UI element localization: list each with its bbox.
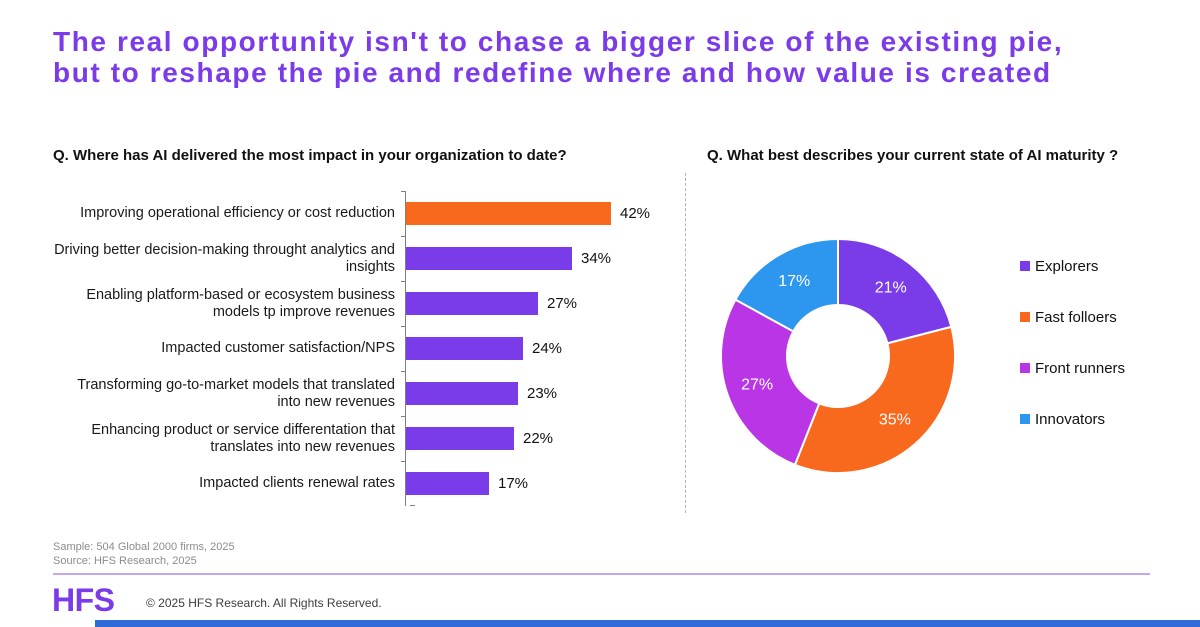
donut-slice <box>734 237 839 333</box>
legend-swatch <box>1020 414 1030 424</box>
bar-row: Enhancing product or service differentat… <box>53 416 693 461</box>
bar-row: Improving operational efficiency or cost… <box>53 191 693 236</box>
bar-category-label: Impacted customer satisfaction/NPS <box>161 340 395 356</box>
bar-value-label: 42% <box>620 205 651 222</box>
bar <box>406 427 514 450</box>
bar <box>406 292 538 315</box>
bar-track: 22% <box>401 416 693 461</box>
bar-value-label: 27% <box>547 295 578 312</box>
bar <box>406 382 518 405</box>
bar-category-label: Transforming go-to-market models that tr… <box>77 376 395 410</box>
bar-category-label: Enhancing product or service differentat… <box>91 421 395 455</box>
legend-swatch <box>1020 312 1030 322</box>
legend-label: Explorers <box>1035 257 1099 275</box>
bar-track: 27% <box>401 281 693 326</box>
legend-label: Fast folloers <box>1035 308 1117 326</box>
bar-row: Impacted customer satisfaction/NPS 24% <box>53 326 693 371</box>
bar-category-label: Improving operational efficiency or cost… <box>80 205 395 221</box>
vertical-dashed-divider <box>685 173 686 513</box>
bar-row: Driving better decision-making throught … <box>53 236 693 281</box>
legend-swatch <box>1020 261 1030 271</box>
bar-row: Transforming go-to-market models that tr… <box>53 371 693 416</box>
legend-item: Explorers <box>1020 256 1125 276</box>
bar-value-label: 34% <box>581 250 612 267</box>
legend-item: Fast folloers <box>1020 307 1125 327</box>
bar-category-label: Enabling platform-based or ecosystem bus… <box>86 286 395 320</box>
legend-item: Front runners <box>1020 358 1125 378</box>
bar-value-label: 22% <box>523 430 554 447</box>
donut-chart: 21% 35% 27% 17% <box>720 237 956 474</box>
bar-row: Enabling platform-based or ecosystem bus… <box>53 281 693 326</box>
bar-track: 42% <box>401 191 693 236</box>
source-text: Source: HFS Research, 2025 <box>53 555 197 567</box>
bar-category-label: Driving better decision-making throught … <box>54 241 395 275</box>
bar-value-label: 17% <box>498 475 529 492</box>
bar <box>406 472 489 495</box>
hfs-logo: HFS <box>52 582 115 618</box>
bottom-accent-bar <box>95 620 1200 627</box>
legend-item: Innovators <box>1020 409 1125 429</box>
bar <box>406 337 523 360</box>
bar-chart-question: Q. Where has AI delivered the most impac… <box>53 147 567 164</box>
legend-swatch <box>1020 363 1030 373</box>
legend-label: Innovators <box>1035 410 1106 428</box>
bar-track: 24% <box>401 326 693 371</box>
donut-slice-label: 17% <box>778 273 810 290</box>
sample-text: Sample: 504 Global 2000 firms, 2025 <box>53 541 235 553</box>
bar <box>406 247 572 270</box>
donut-slice <box>837 237 953 345</box>
bar-track: 17% <box>401 461 693 506</box>
donut-slice-label: 35% <box>879 412 911 429</box>
donut-slice <box>720 298 821 467</box>
donut-legend: Explorers Fast folloers Front runners Innov… <box>1020 256 1125 460</box>
bar-chart: Improving operational efficiency or cost… <box>53 191 693 506</box>
bar-row: Impacted clients renewal rates 17% <box>53 461 693 506</box>
bar-value-label: 24% <box>532 340 563 357</box>
bar-category-label: Impacted clients renewal rates <box>199 475 395 491</box>
bar-track: 23% <box>401 371 693 416</box>
bar-chart-rows: Improving operational efficiency or cost… <box>53 191 693 506</box>
legend-label: Front runners <box>1035 359 1126 377</box>
donut-slice <box>793 325 956 474</box>
bar-value-label: 23% <box>527 385 558 402</box>
donut-slice-label: 27% <box>741 376 773 393</box>
bar <box>406 202 611 225</box>
donut-chart-question: Q. What best describes your current stat… <box>707 147 1119 164</box>
copyright-text: © 2025 HFS Research. All Rights Reserved… <box>146 596 382 610</box>
donut-slice-label: 21% <box>875 279 907 296</box>
footer-divider-line <box>53 573 1150 575</box>
bar-track: 34% <box>401 236 693 281</box>
slide-title: The real opportunity isn't to chase a bi… <box>53 26 1064 88</box>
